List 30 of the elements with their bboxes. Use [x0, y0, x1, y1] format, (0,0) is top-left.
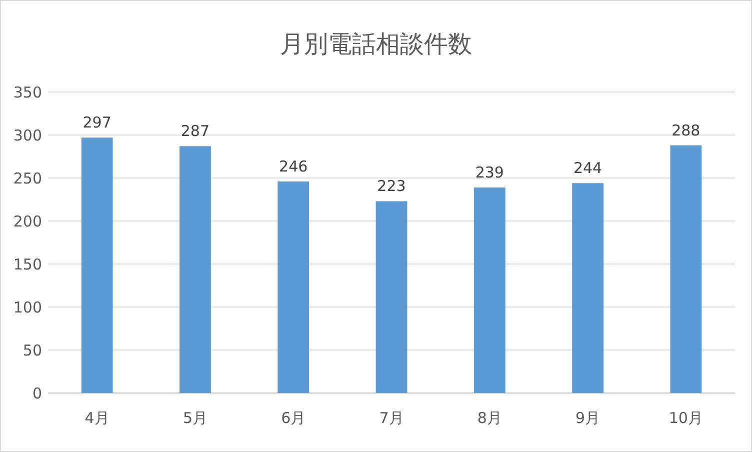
y-tick-label: 350 — [13, 83, 42, 102]
data-label: 297 — [82, 114, 112, 132]
x-tick-label: 4月 — [84, 409, 110, 427]
y-tick-label: 300 — [13, 126, 42, 144]
x-tick-label: 7月 — [379, 409, 404, 427]
x-tick-label: 9月 — [576, 409, 600, 427]
bar — [474, 187, 506, 393]
bar — [180, 146, 211, 393]
y-tick-label: 0 — [32, 384, 42, 402]
x-tick-label: 6月 — [281, 409, 306, 427]
y-tick-label: 200 — [13, 212, 42, 230]
bar — [572, 183, 604, 393]
x-tick-label: 5月 — [182, 409, 208, 427]
data-label: 223 — [377, 177, 406, 196]
data-label: 288 — [672, 121, 700, 140]
y-tick-label: 150 — [13, 255, 42, 274]
y-tick-label: 100 — [13, 298, 42, 316]
bar — [376, 201, 408, 393]
bar — [278, 181, 310, 393]
bar — [670, 145, 702, 393]
data-label: 239 — [475, 163, 504, 182]
chart-title: 月別電話相談件数 — [280, 30, 472, 58]
data-label: 287 — [180, 122, 210, 140]
data-label: 244 — [573, 159, 602, 178]
data-label: 246 — [279, 157, 308, 176]
x-tick-label: 10月 — [668, 409, 703, 427]
y-tick-label: 50 — [22, 341, 42, 360]
y-tick-label: 250 — [13, 169, 42, 188]
x-tick-label: 8月 — [477, 409, 502, 427]
bar — [81, 138, 113, 393]
